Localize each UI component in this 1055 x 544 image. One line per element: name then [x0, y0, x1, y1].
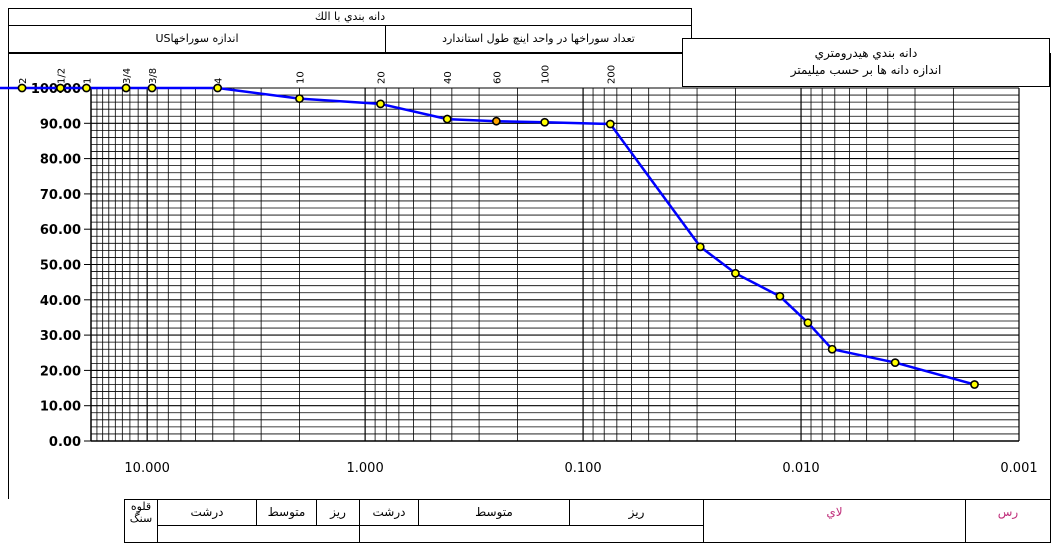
table-vline-2 — [256, 499, 257, 525]
table-vline-3 — [316, 499, 317, 525]
table-vline-8 — [965, 499, 966, 543]
sieve-label: 4 — [214, 78, 225, 84]
data-point — [82, 83, 91, 93]
data-point — [491, 116, 501, 126]
sieve-label: 1/2 — [0, 68, 2, 84]
us-size-box: USاندازه سوراخها — [8, 25, 386, 53]
data-point — [775, 291, 785, 301]
data-point — [731, 268, 740, 278]
y-tick-label: 0.00 — [49, 435, 81, 450]
y-tick-label: 50.00 — [40, 259, 81, 274]
data-point — [442, 114, 452, 124]
chart-grid — [84, 87, 1020, 442]
data-point — [213, 83, 223, 93]
sieve-label: 10 — [296, 71, 307, 84]
data-point — [695, 242, 705, 252]
cell-gravel: قلوه سنگ — [129, 501, 153, 525]
data-point — [56, 83, 65, 93]
y-tick-label: 90.00 — [40, 117, 81, 132]
table-vline-4 — [359, 499, 360, 543]
table-vline-7 — [703, 499, 704, 543]
cell-coarse-gravel: درشت — [190, 505, 224, 519]
data-point — [803, 318, 813, 328]
y-tick-label: 70.00 — [40, 188, 81, 203]
chart-series — [0, 83, 979, 389]
data-point — [295, 94, 304, 103]
sieve-count-box: تعداد سوراخها در واحد اينچ طول استاندارد — [385, 25, 692, 53]
hydrometer-line2: اندازه دانه ها بر حسب ميليمتر — [790, 63, 942, 77]
sieve-label: 1 — [82, 78, 93, 84]
sieve-label: 40 — [443, 71, 454, 84]
table-mid-line — [157, 525, 703, 526]
data-point — [890, 358, 900, 368]
y-tick-label: 100.00 — [31, 82, 81, 97]
y-tick-label: 80.00 — [40, 153, 81, 168]
table-vline-6 — [569, 499, 570, 525]
sieve-label: 20 — [377, 71, 388, 84]
table-vline-9 — [1050, 499, 1051, 543]
sieve-label: 200 — [606, 65, 617, 84]
sieve-label: 60 — [492, 71, 503, 84]
data-point — [17, 83, 27, 93]
x-tick-label: 0.010 — [782, 461, 819, 476]
x-tick-label: 10.000 — [124, 461, 170, 476]
sieve-label: 3/4 — [122, 68, 133, 84]
sieve-count-label: تعداد سوراخها در واحد اينچ طول استاندارد — [442, 32, 635, 45]
table-top-line — [124, 499, 1051, 500]
hydrometer-box: دانه بندي هيدرومتري اندازه دانه ها بر حس… — [682, 38, 1050, 87]
cell-fine-gravel: ريز — [330, 505, 346, 519]
data-point — [147, 83, 157, 93]
data-point — [540, 117, 550, 127]
cell-coarse-sand: درشت — [372, 505, 406, 519]
cell-silt: لاي — [826, 505, 843, 519]
cell-medium-gravel: متوسط — [267, 505, 306, 519]
data-point — [376, 99, 385, 109]
sieve-label: 1/2 — [56, 68, 67, 84]
chart-frame — [8, 53, 1051, 499]
y-tick-label: 30.00 — [40, 329, 81, 344]
data-point — [970, 380, 979, 389]
table-bottom-line — [124, 542, 1051, 543]
cell-fine-sand: ريز — [628, 505, 645, 519]
cell-medium-sand: متوسط — [475, 505, 513, 519]
table-vline-1 — [157, 499, 158, 543]
y-tick-label: 20.00 — [40, 364, 81, 379]
sieve-label: 100 — [541, 65, 552, 84]
data-point — [827, 344, 837, 354]
hydrometer-line1: دانه بندي هيدرومتري — [814, 46, 918, 60]
table-vline-0 — [124, 499, 125, 543]
x-tick-label: 1.000 — [347, 461, 384, 476]
y-tick-label: 60.00 — [40, 223, 81, 238]
data-point — [605, 119, 615, 129]
sieve-label: 2 — [18, 78, 29, 84]
top-title: دانه بندي با الك — [314, 10, 386, 23]
cell-clay: رس — [997, 505, 1019, 519]
table-vline-5 — [418, 499, 419, 525]
x-tick-label: 0.100 — [564, 461, 601, 476]
chart-labels: 100.0090.0080.0070.0060.0050.0040.0030.0… — [0, 62, 1038, 476]
data-point — [121, 83, 131, 93]
y-tick-label: 10.00 — [40, 400, 81, 415]
y-tick-label: 40.00 — [40, 294, 81, 309]
us-size-label: USاندازه سوراخها — [155, 32, 239, 45]
sieve-label: 3/8 — [148, 68, 159, 84]
x-tick-label: 0.001 — [1000, 461, 1037, 476]
